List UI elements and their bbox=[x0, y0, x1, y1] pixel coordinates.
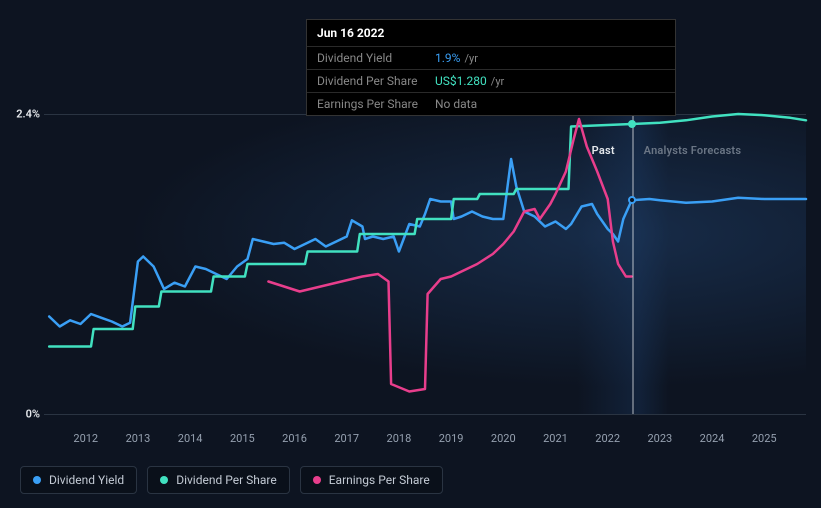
series-marker bbox=[628, 196, 636, 204]
tooltip-key: Earnings Per Share bbox=[317, 97, 435, 111]
tooltip-value: 1.9% bbox=[435, 51, 460, 65]
x-axis-tick: 2025 bbox=[752, 432, 777, 445]
x-axis-tick: 2023 bbox=[647, 432, 672, 445]
now-divider-line bbox=[632, 114, 634, 414]
tooltip-key: Dividend Yield bbox=[317, 51, 435, 65]
x-axis-tick: 2024 bbox=[700, 432, 725, 445]
legend-item-dividend-yield[interactable]: Dividend Yield bbox=[20, 466, 137, 494]
x-axis-tick: 2013 bbox=[126, 432, 151, 445]
tooltip-row: Earnings Per Share No data bbox=[307, 92, 675, 115]
series-marker bbox=[628, 120, 636, 128]
x-axis-tick: 2021 bbox=[543, 432, 568, 445]
x-axis-tick: 2017 bbox=[334, 432, 359, 445]
tooltip-unit: /yr bbox=[491, 75, 504, 88]
chart-legend: Dividend Yield Dividend Per Share Earnin… bbox=[20, 466, 443, 494]
tooltip-unit: /yr bbox=[464, 52, 477, 65]
x-axis-tick: 2020 bbox=[491, 432, 516, 445]
x-axis-tick: 2018 bbox=[387, 432, 412, 445]
legend-item-earnings-per-share[interactable]: Earnings Per Share bbox=[300, 466, 443, 494]
chart-svg bbox=[44, 114, 806, 414]
legend-dot bbox=[313, 476, 321, 484]
tooltip-row: Dividend Per Share US$1.280 /yr bbox=[307, 69, 675, 92]
region-label-past: Past bbox=[592, 144, 615, 157]
x-axis-tick: 2022 bbox=[595, 432, 620, 445]
x-axis-tick: 2019 bbox=[439, 432, 464, 445]
x-axis-tick: 2014 bbox=[178, 432, 203, 445]
legend-item-dividend-per-share[interactable]: Dividend Per Share bbox=[147, 466, 290, 494]
legend-label: Dividend Per Share bbox=[176, 473, 277, 487]
legend-dot bbox=[160, 476, 168, 484]
legend-label: Earnings Per Share bbox=[329, 473, 430, 487]
x-axis-tick: 2012 bbox=[73, 432, 98, 445]
tooltip-date: Jun 16 2022 bbox=[307, 20, 675, 46]
tooltip-value: No data bbox=[435, 97, 477, 111]
tooltip-key: Dividend Per Share bbox=[317, 74, 435, 88]
tooltip-value: US$1.280 bbox=[435, 74, 487, 88]
y-axis-label-min: 0% bbox=[20, 408, 40, 421]
x-axis: 2012 2013 2014 2015 2016 2017 2018 2019 2020 2021… bbox=[44, 432, 806, 448]
legend-dot bbox=[33, 476, 41, 484]
x-axis-tick: 2016 bbox=[282, 432, 307, 445]
chart-plot-area[interactable]: 2.4% 0% Past Analysts Forecasts bbox=[44, 114, 806, 414]
region-label-forecast: Analysts Forecasts bbox=[644, 144, 742, 157]
legend-label: Dividend Yield bbox=[49, 473, 124, 487]
y-axis-label-max: 2.4% bbox=[14, 108, 40, 121]
x-axis-tick: 2015 bbox=[230, 432, 255, 445]
series-line bbox=[268, 119, 631, 392]
tooltip-row: Dividend Yield 1.9% /yr bbox=[307, 46, 675, 69]
chart-tooltip: Jun 16 2022 Dividend Yield 1.9% /yr Divi… bbox=[306, 19, 676, 116]
gridline-bottom bbox=[44, 414, 806, 415]
